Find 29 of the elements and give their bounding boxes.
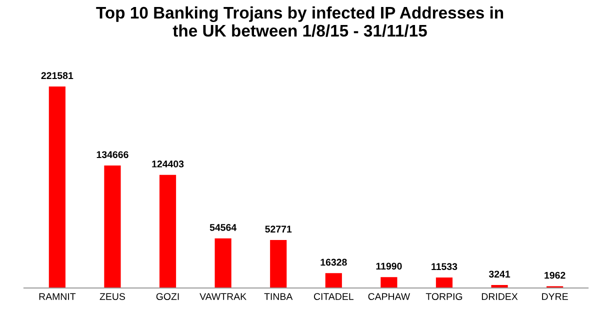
bar bbox=[214, 238, 232, 288]
x-tick-label: GOZI bbox=[156, 293, 179, 300]
data-label: 52771 bbox=[265, 226, 292, 233]
chart-title: Top 10 Banking Trojans by infected IP Addresses in the UK between 1/8/15 - 31/11/15 bbox=[96, 6, 504, 37]
bar bbox=[159, 174, 176, 288]
data-label: 3241 bbox=[488, 270, 510, 278]
bar bbox=[380, 277, 398, 288]
data-label: 124403 bbox=[152, 160, 184, 168]
x-tick-label: ZEUS bbox=[100, 293, 125, 300]
x-tick-label: TINBA bbox=[264, 293, 293, 300]
bar bbox=[325, 273, 342, 288]
x-tick-label: DRIDEX bbox=[482, 293, 518, 300]
data-label: 16328 bbox=[320, 258, 347, 266]
data-label: 11533 bbox=[432, 263, 458, 270]
x-tick-label: CAPHAW bbox=[368, 293, 410, 300]
data-label: 134666 bbox=[96, 151, 128, 158]
bar bbox=[436, 278, 453, 288]
bar bbox=[104, 166, 121, 288]
data-label: 11990 bbox=[376, 262, 402, 270]
data-label: 1962 bbox=[544, 272, 566, 279]
bar bbox=[48, 86, 66, 288]
data-label: 54564 bbox=[210, 224, 237, 231]
x-tick-label: TORPIG bbox=[426, 293, 462, 300]
x-tick-label: DYRE bbox=[542, 293, 568, 300]
x-tick-label: VAWTRAK bbox=[200, 293, 246, 300]
bar bbox=[270, 240, 287, 288]
data-label: 221581 bbox=[41, 72, 74, 80]
x-tick-label: RAMNIT bbox=[39, 293, 76, 300]
x-tick-label: CITADEL bbox=[314, 293, 354, 300]
